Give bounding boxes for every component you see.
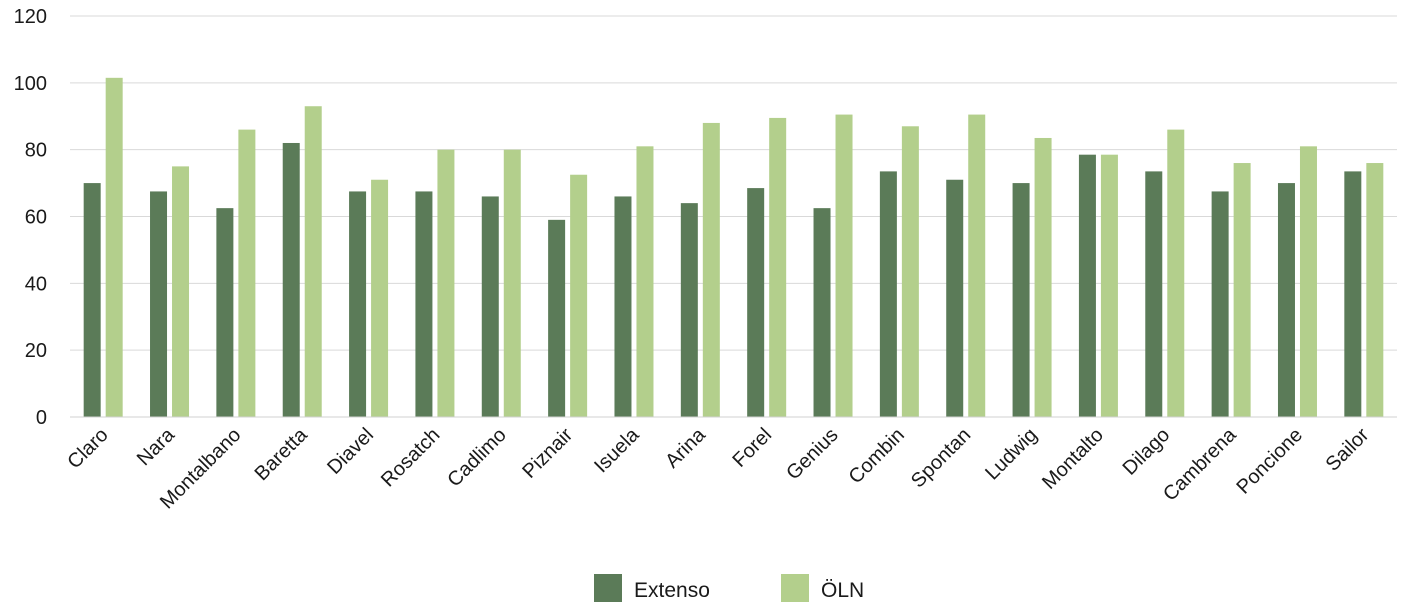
legend-label-extenso: Extenso — [634, 579, 710, 602]
bar-extenso-montalbano — [216, 208, 234, 417]
bar-oln-poncione — [1299, 146, 1317, 417]
y-tick-label: 60 — [25, 207, 47, 229]
y-tick-label: 0 — [36, 407, 47, 429]
bar-oln-genius — [835, 114, 853, 418]
bar-oln-nara — [172, 166, 190, 417]
x-tick-label-dilago: Dilago — [1119, 424, 1175, 480]
bar-extenso-nara — [150, 191, 168, 417]
bar-extenso-piznair — [548, 219, 566, 417]
bar-oln-montalto — [1100, 154, 1118, 417]
y-tick-label: 120 — [14, 6, 47, 28]
bar-extenso-genius — [813, 208, 831, 417]
bar-extenso-baretta — [282, 142, 300, 417]
bar-extenso-montalto — [1078, 154, 1096, 417]
bar-extenso-claro — [83, 183, 101, 417]
bar-extenso-sailor — [1344, 171, 1362, 417]
bar-oln-claro — [105, 77, 123, 417]
bar-extenso-arina — [680, 203, 698, 417]
x-tick-label-spontan: Spontan — [907, 424, 975, 492]
x-tick-label-poncione: Poncione — [1232, 424, 1307, 499]
bar-extenso-isuela — [614, 196, 632, 417]
bar-oln-rosatch — [437, 149, 455, 417]
x-tick-label-genius: Genius — [782, 424, 842, 484]
bar-oln-arina — [702, 122, 720, 417]
bar-oln-isuela — [636, 146, 654, 417]
x-tick-label-diavel: Diavel — [323, 424, 378, 479]
x-tick-label-cadlimo: Cadlimo — [443, 424, 510, 491]
y-tick-label: 100 — [14, 73, 47, 95]
x-tick-label-forel: Forel — [728, 424, 776, 472]
bar-extenso-diavel — [349, 191, 367, 417]
bars — [83, 77, 1384, 418]
bar-oln-piznair — [570, 174, 588, 417]
x-tick-label-cambrena: Cambrena — [1159, 423, 1241, 505]
bar-oln-baretta — [304, 106, 322, 417]
x-tick-label-ludwig: Ludwig — [981, 424, 1041, 484]
bar-oln-dilago — [1167, 129, 1185, 417]
bar-extenso-dilago — [1145, 171, 1163, 417]
legend-swatch-oln — [781, 574, 809, 602]
bar-oln-sailor — [1366, 163, 1384, 417]
gridlines — [70, 15, 1397, 351]
x-tick-label-nara: Nara — [133, 423, 180, 470]
bar-extenso-poncione — [1277, 183, 1295, 417]
bar-extenso-forel — [747, 188, 765, 417]
x-tick-label-arina: Arina — [661, 423, 710, 472]
bar-oln-cadlimo — [503, 149, 521, 417]
bar-oln-combin — [901, 126, 919, 418]
bar-oln-forel — [769, 117, 787, 417]
legend-label-oln: ÖLN — [821, 579, 864, 602]
y-tick-label: 20 — [25, 340, 47, 362]
x-tick-label-rosatch: Rosatch — [377, 424, 444, 491]
bar-oln-spontan — [968, 114, 986, 418]
bar-extenso-combin — [879, 171, 897, 417]
y-tick-label: 80 — [25, 140, 47, 162]
legend: Extenso ÖLN — [594, 574, 864, 602]
x-tick-label-isuela: Isuela — [590, 423, 644, 477]
bar-oln-ludwig — [1034, 137, 1052, 418]
x-tick-label-claro: Claro — [63, 424, 112, 473]
x-tick-label-sailor: Sailor — [1322, 424, 1374, 476]
x-tick-label-piznair: Piznair — [518, 424, 577, 483]
y-tick-label: 40 — [25, 273, 47, 295]
bar-extenso-rosatch — [415, 191, 433, 417]
bar-oln-diavel — [371, 179, 389, 417]
x-tick-label-combin: Combin — [845, 424, 909, 488]
bar-oln-montalbano — [238, 129, 256, 417]
x-tick-label-baretta: Baretta — [251, 423, 313, 485]
bar-extenso-spontan — [946, 179, 964, 417]
bar-extenso-ludwig — [1012, 183, 1030, 417]
bar-extenso-cadlimo — [481, 196, 499, 417]
legend-swatch-extenso — [594, 574, 622, 602]
bar-extenso-cambrena — [1211, 191, 1229, 417]
bar-oln-cambrena — [1233, 163, 1251, 417]
y-axis-ticks: 0 20 40 60 80 100 120 — [14, 6, 47, 429]
x-tick-label-montalto: Montalto — [1038, 424, 1108, 494]
